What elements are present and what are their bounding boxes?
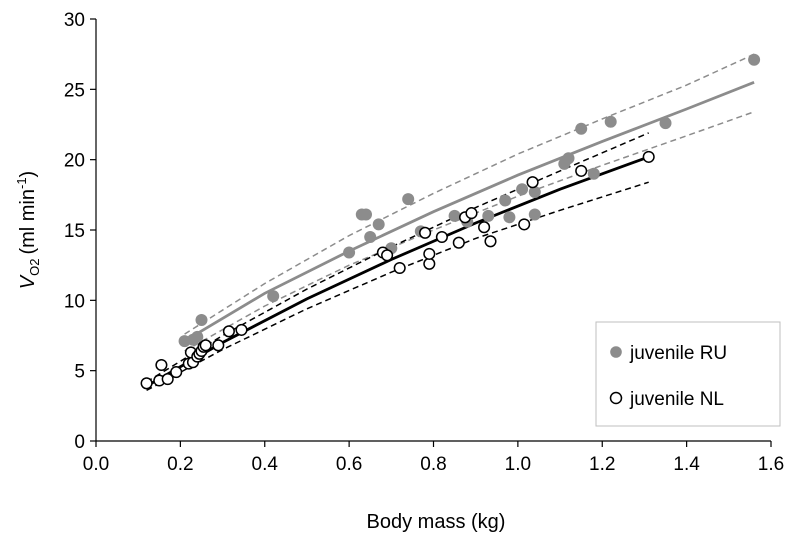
data-points bbox=[140, 53, 761, 390]
data-point-nl bbox=[170, 366, 183, 379]
data-point-ru bbox=[402, 193, 415, 206]
data-point-nl bbox=[199, 339, 212, 352]
legend-label-ru: juvenile RU bbox=[629, 343, 727, 364]
y-tick-label: 0 bbox=[74, 432, 85, 453]
data-point-nl bbox=[222, 325, 235, 338]
data-point-ru bbox=[528, 186, 541, 198]
ci-lower-line-ru bbox=[184, 111, 755, 352]
y-axis-title-subscript: O2 bbox=[27, 259, 42, 276]
data-point-nl bbox=[423, 257, 436, 270]
legend-box bbox=[595, 321, 781, 427]
data-point-nl bbox=[155, 358, 168, 372]
data-point-ru bbox=[659, 117, 672, 130]
x-tick-label: 1.6 bbox=[758, 454, 784, 475]
x-tick-label: 1.0 bbox=[505, 454, 531, 475]
ci-upper-line-ru bbox=[184, 53, 755, 335]
x-tick-label: 0.6 bbox=[336, 454, 362, 475]
legend-marker-ru bbox=[610, 346, 622, 358]
data-point-nl bbox=[518, 218, 531, 231]
x-tick-label: 0.4 bbox=[252, 454, 279, 475]
y-axis-title-close: ) bbox=[17, 171, 39, 178]
data-point-nl bbox=[419, 226, 432, 239]
y-tick-label: 25 bbox=[64, 80, 85, 101]
data-point-ru bbox=[562, 152, 575, 165]
y-axis-title-text: (ml min bbox=[17, 189, 39, 255]
x-tick-label: 0.2 bbox=[167, 454, 193, 475]
data-point-ru bbox=[516, 183, 529, 196]
data-point-nl bbox=[465, 207, 478, 220]
data-point-ru bbox=[528, 208, 541, 221]
data-point-nl bbox=[423, 247, 436, 260]
data-point-ru bbox=[575, 122, 588, 135]
y-axis-title-superscript: -1 bbox=[14, 177, 29, 189]
data-point-ru bbox=[372, 218, 385, 231]
x-tick-label: 0.0 bbox=[83, 454, 109, 475]
y-tick-label: 30 bbox=[64, 10, 85, 31]
data-point-ru bbox=[748, 53, 761, 66]
data-point-nl bbox=[452, 236, 465, 249]
data-point-nl bbox=[526, 176, 539, 189]
data-point-nl bbox=[235, 323, 248, 336]
data-point-ru bbox=[360, 208, 372, 221]
legend-marker-nl bbox=[609, 391, 623, 405]
fit-line-ru bbox=[183, 80, 755, 343]
data-point-nl bbox=[212, 339, 225, 352]
legend: juvenile RU juvenile NL bbox=[595, 321, 781, 427]
x-tick-label: 1.2 bbox=[589, 454, 615, 475]
data-point-nl bbox=[140, 377, 153, 390]
data-point-ru bbox=[364, 231, 377, 243]
data-point-ru bbox=[448, 209, 461, 222]
y-tick-label: 20 bbox=[64, 151, 85, 172]
data-point-nl bbox=[575, 164, 588, 177]
data-point-nl bbox=[435, 230, 448, 244]
data-point-nl bbox=[642, 150, 655, 163]
y-axis-title-symbol: V bbox=[17, 274, 39, 289]
axes: 0.0 0.2 0.4 0.6 0.8 1.0 1.2 1.4 1.6 0 5 10 15 20 25 30 bbox=[64, 10, 784, 475]
data-point-nl bbox=[161, 373, 174, 386]
x-tick-label: 1.4 bbox=[673, 454, 700, 475]
data-point-ru bbox=[587, 167, 600, 180]
data-point-ru bbox=[604, 115, 617, 128]
y-axis-title: VO2 (ml min-1) bbox=[14, 171, 42, 289]
x-tick-label: 0.8 bbox=[420, 454, 446, 475]
x-axis-title: Body mass (kg) bbox=[367, 511, 506, 533]
data-point-ru bbox=[343, 246, 356, 259]
data-point-ru bbox=[195, 314, 208, 326]
y-tick-label: 15 bbox=[64, 221, 85, 242]
data-point-ru bbox=[482, 209, 495, 222]
data-point-ru bbox=[191, 330, 204, 343]
legend-label-nl: juvenile NL bbox=[629, 389, 724, 410]
y-tick-label: 10 bbox=[64, 291, 85, 312]
data-point-nl bbox=[484, 235, 497, 248]
data-point-ru bbox=[499, 194, 512, 207]
data-point-ru bbox=[267, 290, 280, 303]
ci-lower-line-nl bbox=[146, 181, 649, 392]
data-point-ru bbox=[503, 211, 516, 224]
ci-upper-line-nl bbox=[146, 132, 649, 383]
data-point-nl bbox=[381, 249, 394, 262]
data-point-nl bbox=[393, 261, 406, 275]
y-tick-label: 5 bbox=[74, 362, 85, 383]
data-point-nl bbox=[478, 221, 491, 234]
